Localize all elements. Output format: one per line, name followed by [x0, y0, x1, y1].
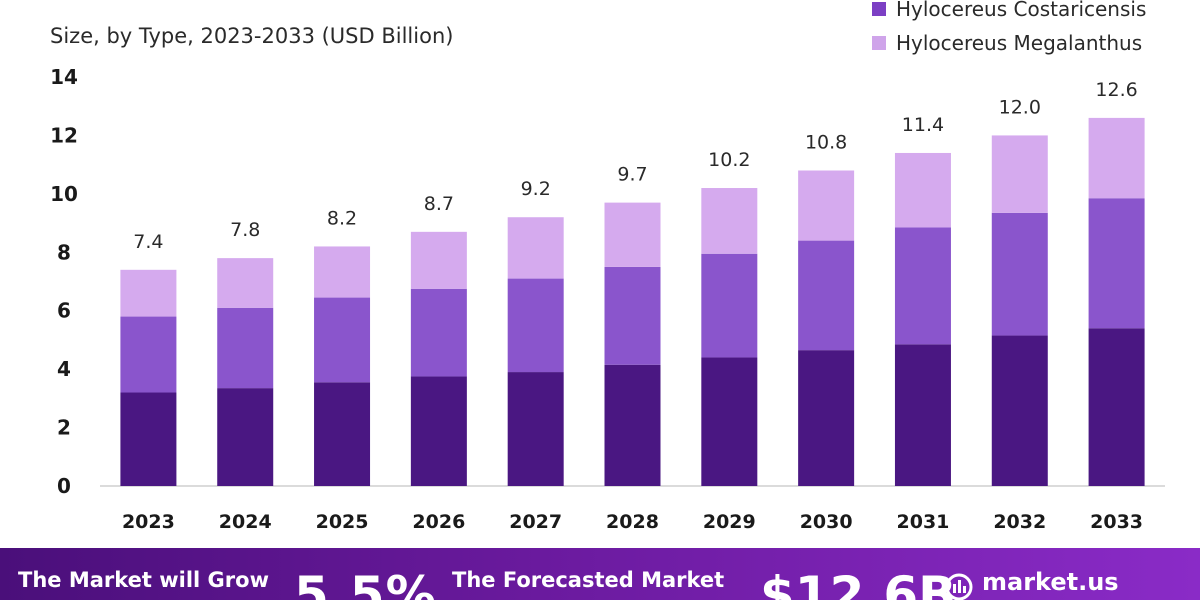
legend-swatch-megalanthus — [872, 36, 886, 50]
bar-segment-costaricensis — [120, 316, 177, 393]
bar-segment-bottom — [217, 388, 274, 486]
bar-segment-costaricensis — [507, 278, 564, 373]
footer-forecast-value: $12.6B — [760, 566, 957, 600]
x-tick-label: 2030 — [800, 511, 853, 533]
bar-segment-megalanthus — [798, 170, 855, 241]
footer-grow-text: The Market will Grow — [18, 568, 269, 592]
legend-item-costaricensis: Hylocereus Costaricensis — [872, 0, 1200, 26]
bar-segment-megalanthus — [314, 246, 371, 298]
bar-segment-megalanthus — [701, 188, 758, 254]
y-tick-label: 4 — [57, 357, 71, 381]
legend: Hylocereus Costaricensis Hylocereus Mega… — [872, 0, 1200, 60]
legend-label-costaricensis: Hylocereus Costaricensis — [896, 0, 1147, 21]
bar-total-label: 10.2 — [708, 149, 750, 171]
bar-segment-costaricensis — [217, 307, 274, 389]
chart-subtitle: Size, by Type, 2023-2033 (USD Billion) — [50, 24, 454, 48]
x-tick-label: 2028 — [606, 511, 659, 533]
y-tick-label: 0 — [57, 474, 71, 498]
x-tick-label: 2026 — [412, 511, 465, 533]
bar-total-label: 9.7 — [617, 164, 647, 186]
market-us-logo-icon — [944, 572, 974, 600]
x-tick-label: 2032 — [993, 511, 1046, 533]
bar-segment-costaricensis — [701, 253, 758, 358]
bar-total-label: 7.8 — [230, 219, 260, 241]
x-tick-label: 2031 — [897, 511, 950, 533]
bar-segment-bottom — [798, 350, 855, 486]
bar-segment-megalanthus — [1088, 117, 1145, 199]
bar-total-label: 12.6 — [1095, 79, 1137, 101]
bar-segment-bottom — [120, 392, 177, 486]
bar-segment-bottom — [894, 344, 951, 486]
bar-total-label: 8.2 — [327, 207, 357, 229]
bar-segment-costaricensis — [1088, 198, 1145, 329]
bar-segment-bottom — [410, 376, 467, 486]
bar-total-label: 11.4 — [902, 114, 944, 136]
bar-total-label: 9.2 — [521, 178, 551, 200]
bar-segment-megalanthus — [120, 269, 177, 317]
bar-segment-bottom — [507, 372, 564, 486]
footer-banner: The Market will Grow 5.5% The Forecasted… — [0, 548, 1200, 600]
x-tick-label: 2033 — [1090, 511, 1143, 533]
bar-segment-bottom — [701, 357, 758, 486]
bar-total-label: 12.0 — [999, 96, 1041, 118]
bar-segment-costaricensis — [604, 266, 661, 365]
y-tick-label: 6 — [57, 299, 71, 323]
y-tick-label: 14 — [50, 65, 78, 89]
y-tick-label: 12 — [50, 123, 78, 147]
bar-segment-bottom — [1088, 328, 1145, 486]
footer-growth-rate: 5.5% — [294, 566, 437, 600]
bar-segment-costaricensis — [314, 297, 371, 383]
x-tick-label: 2024 — [219, 511, 272, 533]
bar-segment-megalanthus — [894, 152, 951, 228]
x-tick-label: 2025 — [316, 511, 369, 533]
bar-segment-bottom — [991, 335, 1048, 486]
bar-total-label: 7.4 — [133, 231, 163, 253]
bar-segment-megalanthus — [991, 135, 1048, 213]
x-tick-label: 2027 — [509, 511, 562, 533]
bar-segment-megalanthus — [604, 202, 661, 267]
bar-total-label: 10.8 — [805, 131, 847, 153]
footer-forecast-text: The Forecasted Market — [452, 568, 725, 592]
stacked-bar-chart: 0 2 4 6 8 10 12 14 7.4 2023 7.8 2024 8.2 2025 8.7 2026 9… — [50, 65, 1165, 533]
x-tick-label: 2029 — [703, 511, 756, 533]
legend-swatch-costaricensis — [872, 2, 886, 16]
bar-segment-costaricensis — [410, 288, 467, 377]
bar-segment-costaricensis — [798, 240, 855, 351]
y-tick-label: 10 — [50, 182, 78, 206]
legend-label-megalanthus: Hylocereus Megalanthus — [896, 31, 1143, 55]
bar-total-label: 8.7 — [424, 193, 454, 215]
chart-area: 0 2 4 6 8 10 12 14 7.4 2023 7.8 2024 8.2 2025 8.7 2026 9… — [50, 0, 1200, 533]
legend-item-megalanthus: Hylocereus Megalanthus — [872, 26, 1200, 60]
bar-segment-megalanthus — [217, 258, 274, 308]
x-tick-label: 2023 — [122, 511, 175, 533]
bar-segment-costaricensis — [991, 212, 1048, 336]
y-tick-label: 8 — [57, 240, 71, 264]
bar-segment-costaricensis — [894, 227, 951, 345]
bar-segment-bottom — [314, 382, 371, 486]
bar-segment-megalanthus — [507, 217, 564, 279]
footer-logo-text: market.us — [982, 568, 1119, 596]
y-tick-label: 2 — [57, 416, 71, 440]
bar-segment-bottom — [604, 364, 661, 486]
bar-segment-megalanthus — [410, 231, 467, 289]
